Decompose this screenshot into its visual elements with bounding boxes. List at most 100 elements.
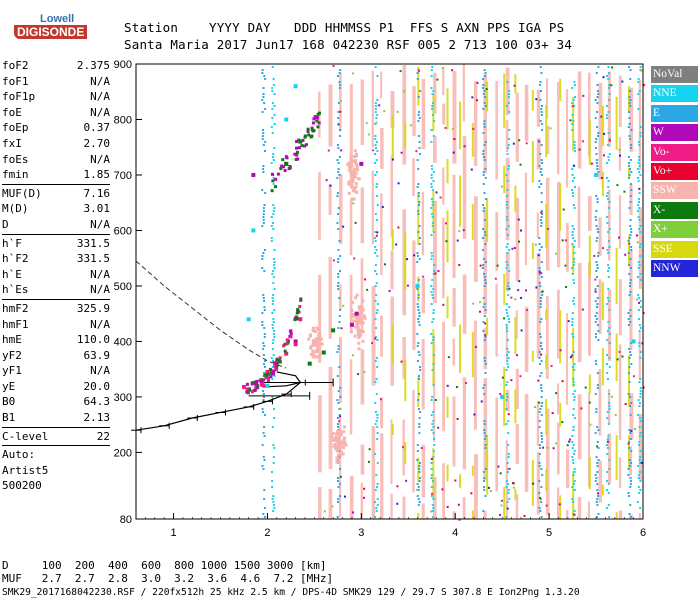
nne-echo-dot [505,384,508,386]
legend-item-noval: NoVal [651,66,698,83]
nne-echo-dot [505,261,508,263]
echo-dot [632,375,635,378]
echo-dot [518,280,521,283]
nne-echo-dot [483,423,486,425]
nne-echo-dot [538,447,541,449]
f2-trace-dot [269,375,273,379]
nne-echo-dot [507,471,510,473]
nne-echo-dot [636,276,639,278]
nne-echo-dot [628,285,631,287]
series-point-vo [241,384,246,389]
f2-trace-dot [289,332,293,336]
echo-dot [434,272,437,275]
nne-echo-dot [417,306,420,308]
nne-echo-dot [573,261,576,263]
echo-dot [601,247,604,250]
muf-values-row: MUF 2.7 2.7 2.8 3.0 3.2 3.6 4.6 7.2 [MHz… [2,572,334,585]
echo-dot [437,269,440,272]
nne-echo-dot [608,357,611,359]
ssw-echo-dot [357,347,361,351]
param-row-clevel: C-level 22 [2,429,110,445]
f2-trace-dot [278,356,282,360]
series-point-nne [293,84,298,89]
echo-dot [550,364,553,367]
ssw-echo-stripe [495,80,498,180]
nne-echo-dot [430,429,433,431]
param-divider [2,298,110,300]
ssw-echo-stripe [557,487,560,519]
nne-echo-dot [263,459,266,461]
nne-echo-dot [638,381,641,383]
nne-echo-dot [432,270,435,272]
nne-echo-dot [271,297,274,299]
echo-dot [342,225,345,228]
nne-echo-dot [273,408,276,410]
nne-echo-dot [607,267,610,269]
echo-dot [567,320,570,323]
echo-dot [621,80,624,83]
ssw-echo-dot [312,353,316,357]
echo-dot [454,479,457,482]
nne-echo-dot [572,408,575,410]
echo-dot [381,205,384,208]
nne-echo-dot [607,240,610,242]
nne-echo-dot [262,219,265,221]
nne-echo-dot [417,213,420,215]
ssw-echo-dot [353,149,357,153]
nne-echo-dot [273,447,276,449]
nne-echo-dot [430,69,433,71]
nne-echo-dot [606,417,609,419]
echo-dot [395,243,398,246]
nne-echo-dot [538,420,541,422]
nne-echo-dot [573,510,576,512]
nne-echo-dot [629,516,632,518]
ssw-echo-stripe [505,252,510,292]
nne-echo-dot [375,507,378,509]
nne-echo-dot [541,348,544,350]
ssw-echo-stripe [390,155,394,237]
nne-echo-dot [629,438,632,440]
nne-echo-dot [273,309,276,311]
nne-echo-dot [263,507,266,509]
param-row-he: h`E N/A [2,267,110,283]
echo-dot [376,231,379,234]
nne-echo-dot [597,135,600,137]
nne-echo-dot [375,159,378,161]
nne-echo-dot [432,135,435,137]
nne-echo-dot [629,432,632,434]
nne-echo-dot [595,411,598,413]
nne-echo-dot [261,411,264,413]
sse-echo-stripe [627,86,630,112]
sse-echo-stripe [559,78,562,101]
ssw-echo-dot [311,341,315,345]
multihop-trace-dot [301,138,305,142]
ssw-echo-dot [339,433,343,437]
nne-echo-dot [262,96,265,98]
nne-echo-dot [375,393,378,395]
echo-dot [340,327,343,330]
nne-echo-dot [484,336,487,338]
sse-echo-stripe [545,104,548,157]
echo-dot [594,290,597,293]
ssw-echo-dot [361,299,365,303]
echo-dot [441,66,444,69]
nne-echo-dot [375,294,378,296]
echo-dot [546,446,549,449]
echo-dot [325,179,328,182]
echo-dot [374,337,377,340]
nne-echo-dot [573,141,576,143]
nne-echo-dot [607,288,610,290]
nne-echo-dot [629,195,632,197]
nne-echo-dot [506,219,509,221]
nne-echo-dot [638,144,641,146]
echo-dot [446,505,449,508]
nne-echo-dot [573,399,576,401]
nne-echo-dot [572,180,575,182]
ssw-echo-stripe [390,250,394,290]
nne-echo-dot [375,327,378,329]
nne-echo-dot [271,117,274,119]
nne-echo-dot [482,330,485,332]
echo-dot [510,296,513,299]
nne-echo-dot [416,450,419,452]
ssw-echo-stripe [360,349,365,405]
